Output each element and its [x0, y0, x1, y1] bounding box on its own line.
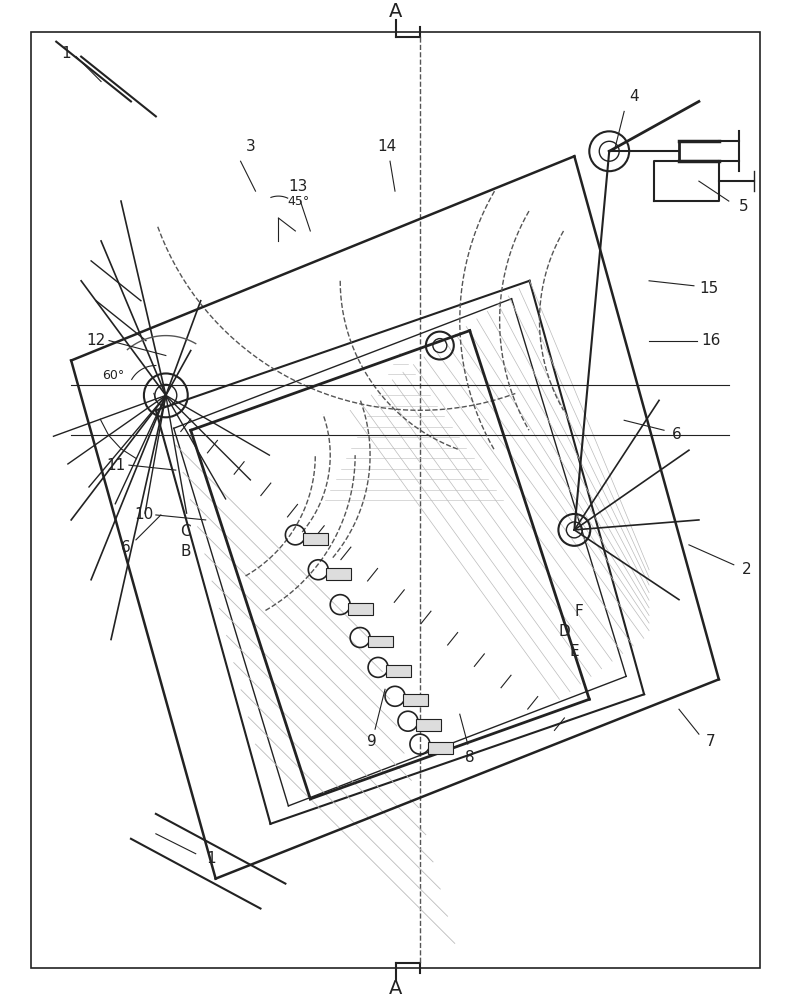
Text: 3: 3	[246, 139, 255, 154]
Text: 6: 6	[672, 427, 682, 442]
Text: A: A	[389, 2, 403, 21]
Text: A: A	[389, 979, 403, 998]
Text: D: D	[558, 624, 570, 639]
Text: 1: 1	[206, 851, 215, 866]
Bar	[303, 533, 328, 545]
Bar	[326, 568, 351, 580]
Text: E: E	[570, 644, 579, 659]
Bar	[368, 636, 393, 647]
Text: 1: 1	[62, 46, 71, 61]
Text: 7: 7	[706, 734, 716, 749]
Text: 60°: 60°	[102, 369, 124, 382]
Text: 4: 4	[630, 89, 639, 104]
Bar	[386, 665, 411, 677]
Text: 6: 6	[121, 540, 131, 555]
Text: 13: 13	[289, 179, 308, 194]
Text: F: F	[575, 604, 584, 619]
Text: 14: 14	[377, 139, 396, 154]
Bar	[416, 719, 441, 731]
Text: 12: 12	[86, 333, 106, 348]
Text: 15: 15	[699, 281, 718, 296]
Text: 5: 5	[739, 199, 748, 214]
Text: 10: 10	[134, 507, 153, 522]
Text: 8: 8	[465, 750, 475, 765]
Text: 2: 2	[742, 562, 751, 577]
Text: B: B	[180, 544, 191, 559]
Text: 45°: 45°	[287, 195, 309, 208]
Bar	[403, 694, 428, 706]
Text: 16: 16	[701, 333, 721, 348]
Bar	[428, 742, 452, 754]
Text: 11: 11	[106, 458, 126, 473]
Text: 9: 9	[367, 734, 377, 749]
Bar	[348, 603, 373, 615]
Text: C: C	[180, 524, 191, 539]
